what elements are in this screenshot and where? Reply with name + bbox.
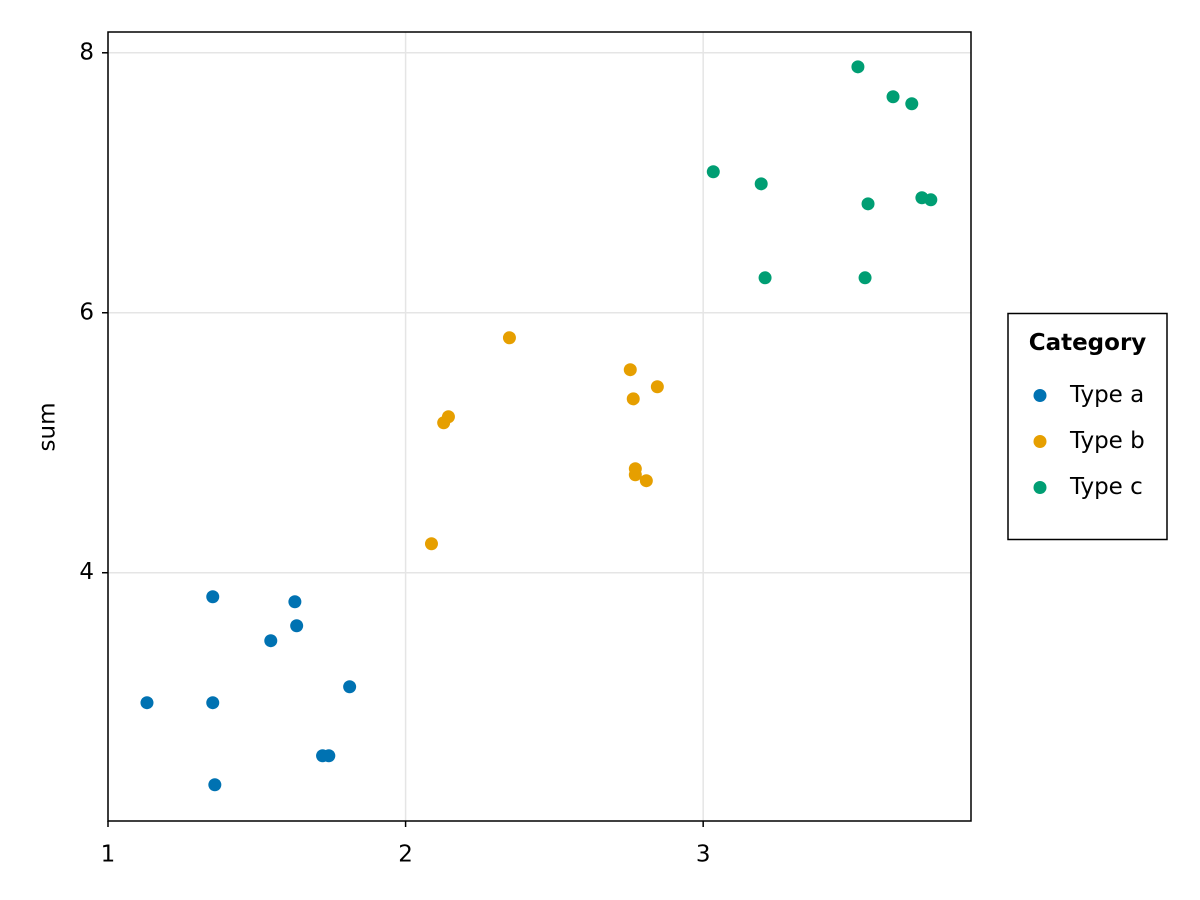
scatter-point [290,619,304,633]
scatter-point [886,90,900,104]
scatter-point [639,474,653,488]
legend-label: Type b [1069,428,1145,454]
legend-marker [1033,435,1047,448]
y-tick-label: 4 [79,559,94,585]
scatter-point [208,778,222,792]
y-tick-label: 6 [79,299,94,325]
y-tick-label: 8 [79,39,94,65]
x-tick-label: 3 [696,842,711,868]
scatter-point [861,197,875,211]
scatter-point [424,537,438,551]
scatter-point [264,634,278,648]
scatter-point [288,595,302,609]
x-tick-label: 1 [101,842,116,868]
scatter-point [322,749,336,763]
scatter-point [758,271,772,285]
scatter-point [628,468,642,482]
x-tick-label: 2 [398,842,413,868]
plot-frame [107,31,972,822]
legend-label: Type c [1069,474,1143,500]
scatter-point [754,177,768,191]
scatter-point [140,696,154,710]
legend-title: Category [1029,330,1147,356]
scatter-point [626,392,640,406]
scatter-point [623,363,637,377]
scatter-point [206,590,220,604]
scatter-point [924,193,938,207]
y-axis-label: sum [35,403,61,452]
scatter-point [206,696,220,710]
legend-label: Type a [1069,382,1144,408]
legend-marker [1033,389,1047,402]
legend-marker [1033,481,1047,494]
scatter-point [706,165,720,179]
scatter-point [851,60,865,74]
scatter-point [343,680,357,694]
scatter-point [905,97,919,111]
scatter-point [441,410,455,424]
scatter-point [502,331,516,345]
scatter-point [858,271,872,285]
scatter-point [650,380,664,394]
legend-box [1007,312,1168,541]
